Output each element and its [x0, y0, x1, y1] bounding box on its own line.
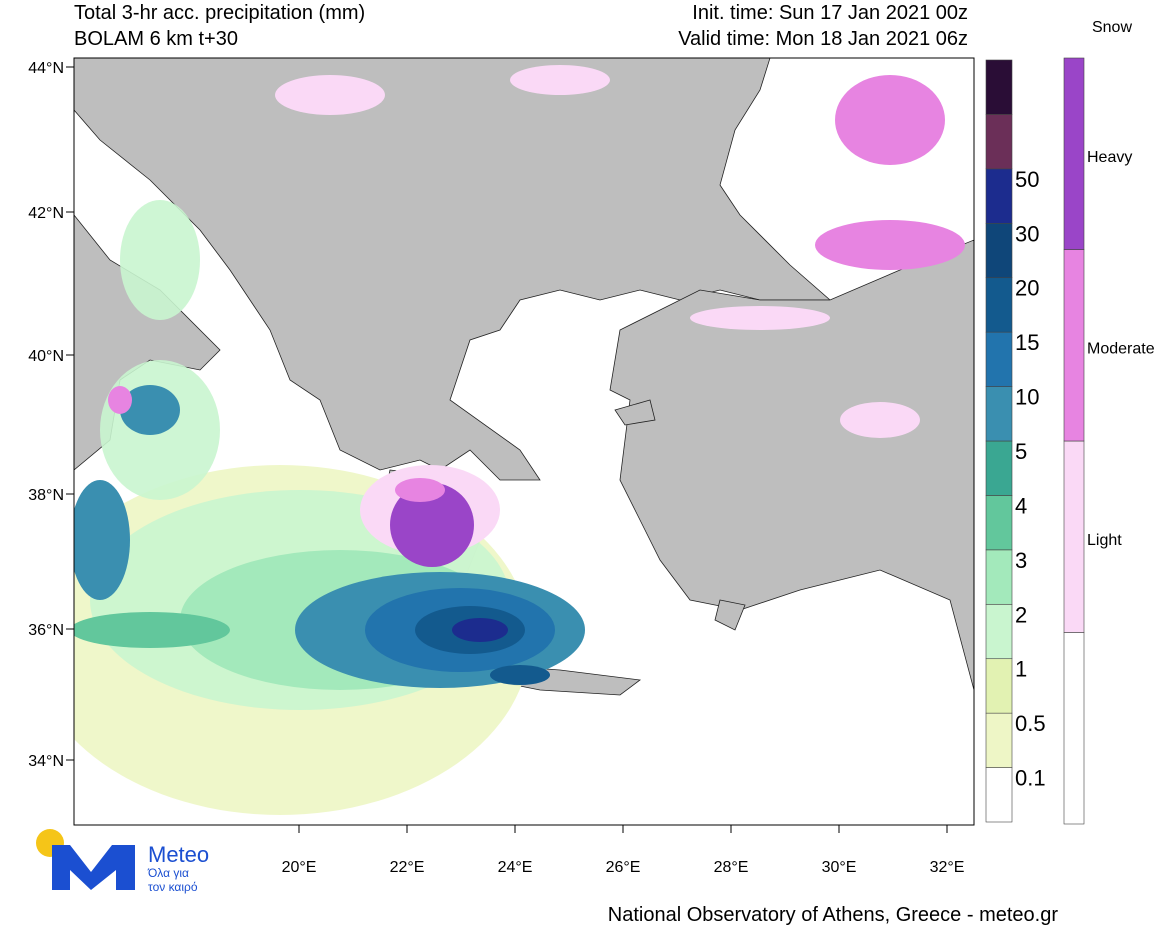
lon-label: 24°E	[498, 859, 533, 876]
map-frame	[73, 57, 975, 826]
colorbar-box	[985, 222, 1013, 279]
turkey	[609, 239, 974, 691]
colorbar-box	[985, 603, 1013, 660]
colorbar-box	[985, 277, 1013, 333]
lesbos	[614, 399, 656, 426]
lat-label: 36°N	[28, 622, 64, 639]
colorbar-label: 20	[1015, 276, 1039, 301]
logo-m	[52, 845, 135, 890]
lon-label: 22°E	[390, 859, 425, 876]
snow-box	[1063, 57, 1085, 250]
logo-tagline: τον καιρό	[148, 880, 198, 894]
colorbar-label: 0.5	[1015, 711, 1046, 736]
colorbar-label: 50	[1015, 167, 1039, 192]
lat-label: 34°N	[28, 753, 64, 770]
lon-label: 26°E	[606, 859, 641, 876]
colorbar-box	[985, 549, 1013, 605]
lat-label: 40°N	[28, 348, 64, 365]
valid-time: Valid time: Mon 18 Jan 2021 06z	[678, 28, 968, 50]
lon-label: 20°E	[282, 859, 317, 876]
colorbar-label: 5	[1015, 439, 1027, 464]
colorbar-label: 1	[1015, 657, 1027, 682]
snow-box	[1063, 632, 1085, 825]
snow-colorbar: Light Moderate Heavy	[1063, 57, 1155, 825]
subtitle: BOLAM 6 km t+30	[74, 28, 238, 50]
colorbar-box	[985, 59, 1013, 115]
colorbar-label: 10	[1015, 385, 1039, 410]
lon-label: 32°E	[930, 859, 965, 876]
map-area	[74, 58, 974, 825]
precipitation	[74, 65, 965, 815]
colorbar-label: 3	[1015, 548, 1027, 573]
colorbar-box	[985, 386, 1013, 442]
title: Total 3-hr acc. precipitation (mm)	[74, 2, 365, 24]
snow-box	[1063, 249, 1085, 442]
init-time: Init. time: Sun 17 Jan 2021 00z	[692, 2, 968, 24]
colorbar-box	[985, 168, 1013, 224]
footer: National Observatory of Athens, Greece -…	[608, 904, 1059, 926]
lon-label: 28°E	[714, 859, 749, 876]
logo: Meteo Όλα για τον καιρό	[36, 829, 209, 894]
snow-label: Moderate	[1087, 341, 1155, 358]
colorbar-box	[985, 767, 1013, 823]
colorbar-label: 15	[1015, 330, 1039, 355]
balkans	[74, 58, 832, 481]
rhodes	[714, 599, 746, 631]
snow-title: Snow	[1092, 19, 1132, 36]
colorbar-box	[985, 658, 1013, 714]
colorbar-box	[985, 440, 1013, 496]
lat-label: 38°N	[28, 487, 64, 504]
colorbar-label: 30	[1015, 221, 1039, 246]
lat-label: 42°N	[28, 205, 64, 222]
precip-colorbar: 0.1 0.5 1 2 3 4 5 10 15 20 30 50	[985, 59, 1046, 823]
latitude-axis: 44°N 42°N 40°N 38°N 36°N 34°N	[28, 60, 74, 770]
snow-label: Heavy	[1087, 149, 1132, 166]
longitude-axis: 20°E 22°E 24°E 26°E 28°E 30°E 32°E	[282, 825, 965, 876]
colorbar-box	[985, 495, 1013, 551]
colorbar-box	[985, 331, 1013, 387]
snow-label: Light	[1087, 532, 1122, 549]
colorbar-box	[985, 114, 1013, 170]
colorbar-box	[985, 712, 1013, 768]
logo-name: Meteo	[148, 842, 209, 867]
colorbar-label: 4	[1015, 493, 1027, 518]
colorbar-label: 0.1	[1015, 766, 1046, 791]
logo-tagline: Όλα για	[147, 866, 189, 880]
snow-box	[1063, 440, 1085, 633]
colorbar-label: 2	[1015, 602, 1027, 627]
lon-label: 30°E	[822, 859, 857, 876]
lat-label: 44°N	[28, 60, 64, 77]
